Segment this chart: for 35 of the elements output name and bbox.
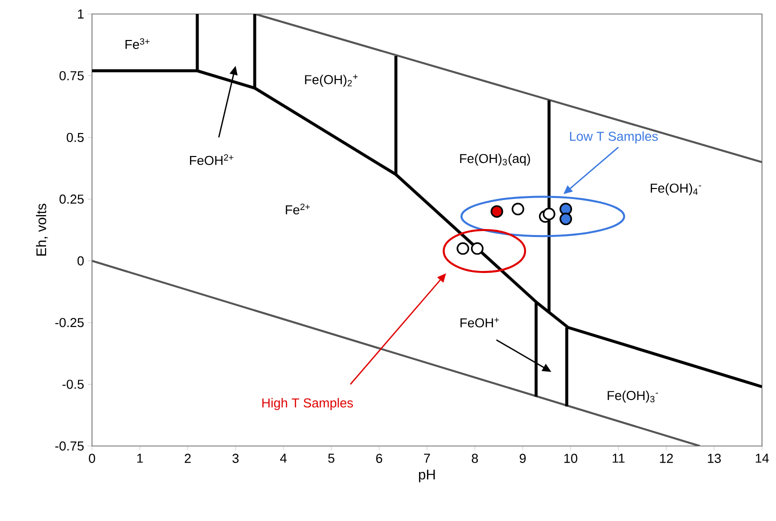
- y-tick-label: 0.25: [60, 194, 84, 204]
- x-tick-label: 2: [184, 454, 191, 463]
- y-tick-label: -0.25: [55, 318, 84, 328]
- x-tick-label: 4: [280, 454, 287, 463]
- x-tick-label: 1: [137, 454, 143, 463]
- annotation: FeOH$^{+}$: [460, 318, 499, 328]
- x-tick-label: 12: [660, 454, 673, 463]
- x-tick-label: 13: [708, 454, 721, 463]
- y-tick-label: -0.5: [62, 380, 84, 389]
- x-axis-title: pH: [418, 470, 435, 482]
- x-tick-label: 11: [612, 454, 625, 463]
- x-tick-label: 14: [756, 454, 769, 463]
- annotation: Fe(OH)$_{3}$(aq): [460, 154, 530, 166]
- y-tick-label: 0: [78, 256, 84, 266]
- annotation: Fe(OH)$_{4}$-: [650, 183, 702, 196]
- y-axis-title: Eh, volts: [36, 204, 48, 256]
- annotation: Fe$^{3+}$: [126, 38, 150, 50]
- annotation: Fe(OH)$_{2}$+: [305, 74, 358, 87]
- x-tick-label: 5: [328, 454, 334, 463]
- annotation: Fe$^{2+}$: [286, 204, 310, 214]
- y-tick-label: 0.5: [66, 132, 84, 142]
- y-tick-label: 0.75: [60, 71, 84, 80]
- x-tick-label: 9: [520, 454, 526, 463]
- y-tick-label: -0.75: [55, 441, 84, 451]
- x-tick-label: 0: [88, 454, 96, 463]
- x-tick-label: 7: [424, 454, 430, 463]
- annotation: FeOH$^{2+}$: [190, 154, 234, 166]
- x-tick-label: 8: [472, 454, 478, 463]
- x-tick-label: 10: [564, 454, 578, 463]
- y-tick-label: 1: [78, 10, 84, 18]
- annotation: Low T Samples: [570, 131, 658, 144]
- annotation: Fe(OH)$_{3}$-: [608, 390, 658, 403]
- x-tick-label: 6: [376, 454, 382, 463]
- annotation: High T Samples: [262, 398, 353, 410]
- x-tick-label: 3: [232, 454, 239, 463]
